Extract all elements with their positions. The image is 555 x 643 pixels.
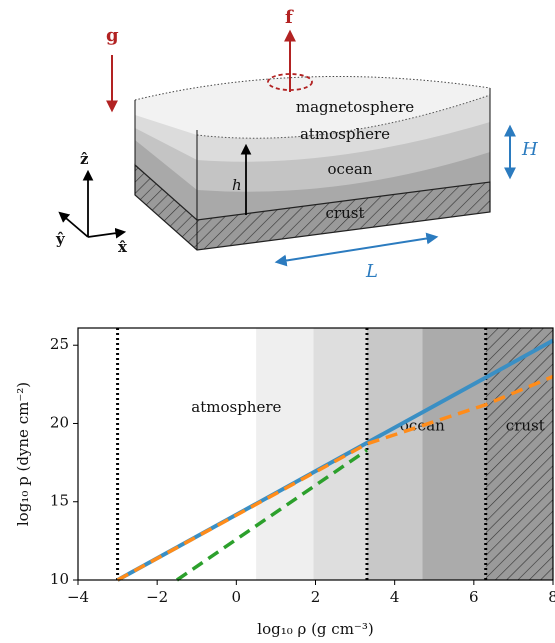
L-arrow xyxy=(274,232,439,267)
L-label: L xyxy=(365,261,378,282)
x-tick-label: 4 xyxy=(390,588,400,606)
x-tick-label: −2 xyxy=(146,588,168,606)
region xyxy=(313,328,367,580)
axis-label: ẑ xyxy=(80,150,89,168)
x-tick-label: 2 xyxy=(311,588,321,606)
H-label: H xyxy=(521,139,538,160)
diagram: g f magnetosphere atmosphere ocean crust… xyxy=(55,7,538,282)
y-tick-label: 10 xyxy=(50,570,69,588)
axis-label: ŷ xyxy=(55,230,66,248)
layer-label: crust xyxy=(326,204,365,222)
f-label: f xyxy=(285,7,294,28)
y-tick-label: 20 xyxy=(50,413,69,431)
y-axis xyxy=(58,211,89,238)
y-axis-label: log₁₀ p (dyne cm⁻²) xyxy=(14,382,32,526)
x-tick-label: 0 xyxy=(232,588,242,606)
region-label: atmosphere xyxy=(191,398,281,416)
series-line xyxy=(116,374,554,582)
f-rotation xyxy=(267,73,313,91)
layer-label: magnetosphere xyxy=(296,98,414,116)
region-label: crust xyxy=(506,417,545,435)
series-line xyxy=(175,448,368,582)
x-tick-label: 8 xyxy=(548,588,555,606)
x-axis-label: log₁₀ ρ (g cm⁻³) xyxy=(257,620,373,638)
region xyxy=(422,328,486,580)
g-label: g xyxy=(106,25,119,46)
x-tick-label: 6 xyxy=(469,588,479,606)
y-tick-label: 15 xyxy=(50,492,69,510)
layer-label: ocean xyxy=(328,160,373,178)
region xyxy=(256,328,314,580)
h-label: h xyxy=(232,176,242,194)
layer-label: atmosphere xyxy=(300,125,390,143)
layer-outline xyxy=(196,94,491,139)
x-tick-label: −4 xyxy=(67,588,89,606)
region xyxy=(485,328,553,580)
y-tick-label: 25 xyxy=(50,335,69,353)
x-axis xyxy=(87,227,127,239)
axis-label: x̂ xyxy=(118,238,128,256)
region xyxy=(366,328,423,580)
